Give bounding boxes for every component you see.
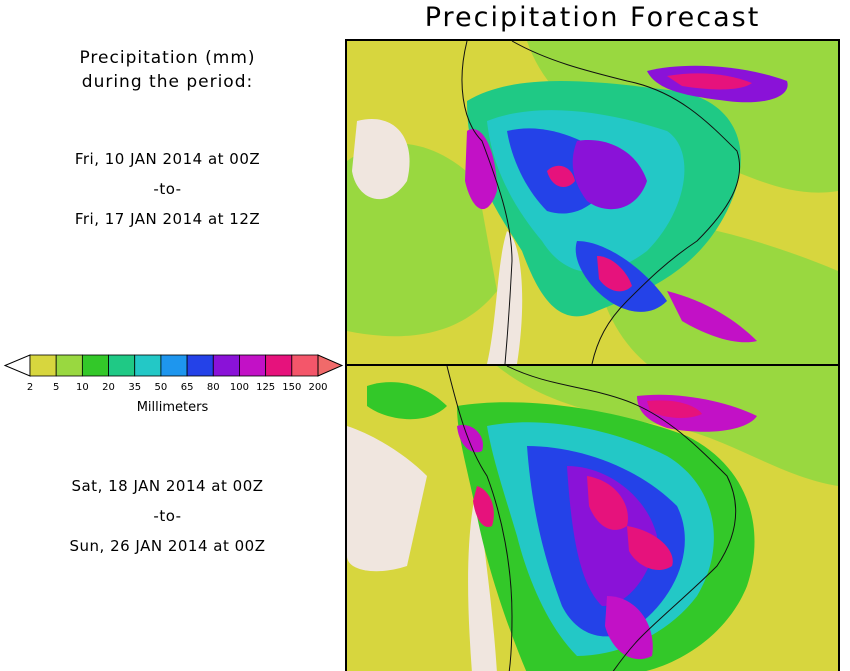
legend-swatch	[108, 354, 136, 377]
coastline-1	[461, 41, 741, 364]
legend-units: Millimeters	[136, 400, 209, 415]
legend-tick-label: 20	[102, 382, 115, 393]
legend-tick-label: 5	[53, 382, 59, 393]
legend-tick-label: 65	[181, 382, 194, 393]
precip-pink-2a	[587, 476, 628, 530]
precip-pink-2b	[627, 526, 673, 571]
period-1-start: Fri, 10 JAN 2014 at 00Z	[74, 150, 261, 168]
ocean-green-north-2	[347, 366, 838, 486]
subtitle-line-2: during the period:	[81, 72, 254, 92]
color-legend: 2 5 10 20 35 50 65 80 100 125 150 200	[0, 352, 345, 422]
ocean-green-pacific-2	[367, 382, 447, 420]
precip-south-purple-2	[605, 596, 653, 660]
legend-tick-label: 150	[282, 382, 301, 393]
forecast-map-period-1	[345, 39, 840, 366]
legend-swatch	[160, 354, 188, 377]
period-2-end: Sun, 26 JAN 2014 at 00Z	[69, 537, 266, 555]
precip-north-pink-2	[647, 400, 702, 418]
precip-field-1	[347, 41, 838, 364]
precip-atlantic-purple	[667, 291, 757, 343]
period-2-separator: -to-	[153, 507, 182, 525]
precip-north-pink	[667, 73, 752, 90]
period-2-start: Sat, 18 JAN 2014 at 00Z	[71, 477, 264, 495]
page-title: Precipitation Forecast	[424, 2, 761, 33]
dry-pacific-2	[347, 426, 427, 572]
coastline-2	[446, 366, 737, 671]
legend-tick-label: 125	[256, 382, 275, 393]
precip-center-pink	[547, 165, 575, 187]
legend-swatch	[239, 354, 267, 377]
legend-tick-label: 2	[27, 382, 33, 393]
legend-tick-label: 35	[128, 382, 141, 393]
legend-swatch	[81, 354, 109, 377]
legend-tick-label: 50	[155, 382, 168, 393]
precip-purple-core	[572, 140, 647, 210]
legend-colorbar: 2 5 10 20 35 50 65 80 100 125 150 200	[3, 354, 344, 393]
legend-swatch	[29, 354, 57, 377]
legend-tick-label: 200	[308, 382, 327, 393]
legend-tick-label: 10	[76, 382, 89, 393]
dry-coast-2	[468, 486, 497, 671]
precip-andes-pink-2	[473, 486, 494, 527]
precip-west-magenta-2	[457, 425, 483, 453]
legend-swatch	[55, 354, 83, 377]
precip-andes-magenta	[465, 129, 497, 210]
legend-swatch	[291, 354, 319, 377]
precip-south-pink	[597, 256, 632, 292]
legend-swatch	[134, 354, 162, 377]
legend-swatch	[265, 354, 293, 377]
forecast-map-period-2	[345, 364, 840, 671]
dry-land-pacific	[352, 119, 410, 200]
legend-swatch	[186, 354, 214, 377]
legend-tick-label: 100	[230, 382, 249, 393]
legend-over-arrow	[317, 354, 344, 377]
period-1-separator: -to-	[153, 180, 182, 198]
dry-land-coast	[487, 231, 523, 364]
legend-under-arrow	[3, 354, 31, 377]
legend-swatch	[212, 354, 240, 377]
subtitle-line-1: Precipitation (mm)	[79, 48, 256, 68]
period-1-end: Fri, 17 JAN 2014 at 12Z	[74, 210, 261, 228]
precip-field-2	[347, 366, 838, 671]
legend-tick-label: 80	[207, 382, 220, 393]
